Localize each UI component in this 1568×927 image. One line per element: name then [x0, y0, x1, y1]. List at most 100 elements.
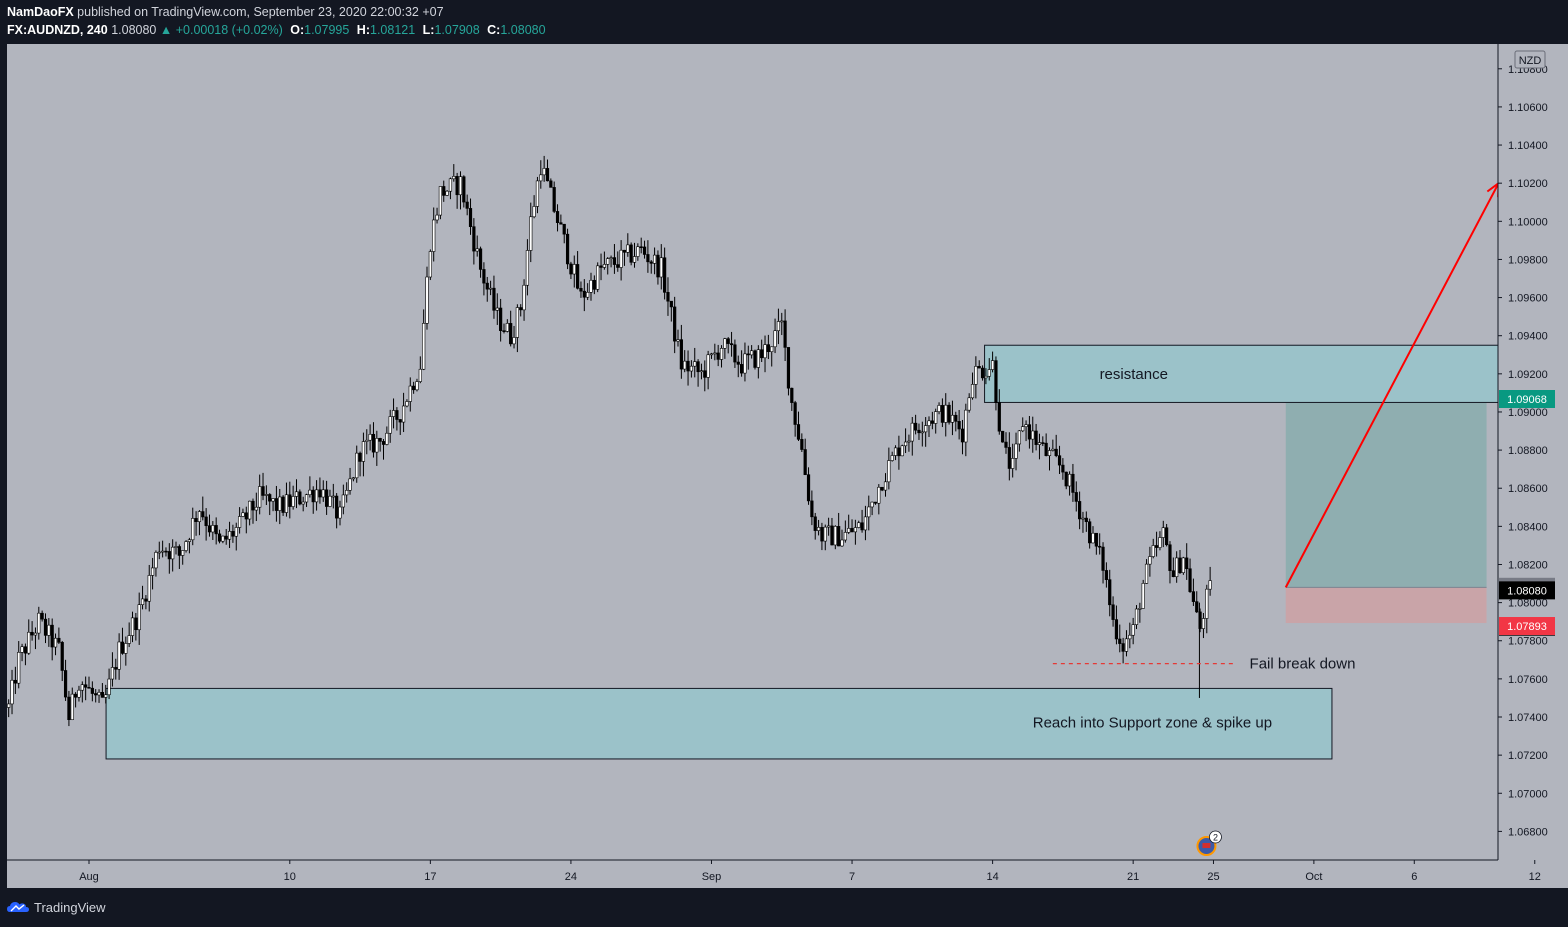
author-name[interactable]: NamDaoFX — [7, 5, 74, 19]
candle[interactable] — [1195, 591, 1199, 614]
candle[interactable] — [341, 484, 345, 515]
candle[interactable] — [709, 352, 714, 359]
candle[interactable] — [920, 421, 924, 447]
candle[interactable] — [331, 483, 335, 509]
candle[interactable] — [693, 347, 697, 378]
price-tag-stop[interactable] — [1499, 617, 1555, 636]
candle[interactable] — [790, 387, 794, 411]
candle[interactable] — [378, 437, 382, 452]
candle[interactable] — [512, 325, 516, 349]
candle[interactable] — [488, 280, 493, 296]
candle[interactable] — [130, 611, 135, 643]
candle[interactable] — [793, 400, 797, 437]
candle[interactable] — [398, 419, 402, 435]
candle[interactable] — [408, 377, 412, 412]
candle[interactable] — [1061, 458, 1065, 480]
candle[interactable] — [940, 398, 944, 428]
candle[interactable] — [927, 416, 931, 438]
candle[interactable] — [238, 507, 242, 534]
candle[interactable] — [214, 517, 218, 545]
candle[interactable] — [1191, 578, 1195, 606]
candle[interactable] — [823, 524, 827, 551]
candle[interactable] — [599, 253, 603, 281]
candle[interactable] — [144, 595, 148, 610]
time-axis[interactable] — [7, 860, 1498, 888]
candle[interactable] — [231, 524, 235, 543]
candle[interactable] — [201, 496, 205, 521]
candle[interactable] — [689, 360, 693, 378]
candle[interactable] — [529, 202, 533, 263]
candle[interactable] — [663, 247, 667, 300]
candle[interactable] — [140, 585, 145, 610]
candle[interactable] — [806, 467, 811, 505]
candle[interactable] — [120, 627, 125, 655]
candle[interactable] — [656, 250, 660, 285]
candle[interactable] — [97, 689, 101, 703]
candle[interactable] — [445, 190, 449, 197]
candle[interactable] — [1047, 447, 1052, 471]
candle[interactable] — [1101, 542, 1105, 584]
candle[interactable] — [699, 363, 704, 380]
candle[interactable] — [301, 496, 305, 512]
candle[interactable] — [954, 411, 958, 432]
candle[interactable] — [729, 331, 734, 357]
candle[interactable] — [104, 684, 108, 704]
candle[interactable] — [1171, 557, 1175, 578]
candle[interactable] — [1165, 523, 1169, 547]
candle[interactable] — [525, 239, 530, 296]
candle[interactable] — [217, 529, 222, 544]
candle[interactable] — [47, 618, 51, 647]
candle[interactable] — [1011, 443, 1015, 478]
candle[interactable] — [110, 652, 115, 687]
candle[interactable] — [893, 445, 898, 461]
candle[interactable] — [1188, 558, 1192, 593]
price-chart[interactable]: Fail break down resistance Reach into Supp… — [0, 44, 1568, 888]
candle[interactable] — [284, 482, 289, 517]
candle[interactable] — [187, 537, 192, 554]
candle[interactable] — [1111, 596, 1115, 627]
candle[interactable] — [80, 681, 84, 703]
candle[interactable] — [843, 520, 847, 543]
candle[interactable] — [328, 489, 332, 508]
candle[interactable] — [947, 402, 951, 425]
candle[interactable] — [325, 480, 329, 515]
candle[interactable] — [211, 521, 215, 540]
candle[interactable] — [582, 279, 586, 312]
candle[interactable] — [810, 490, 814, 526]
candle[interactable] — [418, 356, 422, 384]
candle[interactable] — [264, 485, 268, 506]
candle[interactable] — [314, 480, 319, 511]
candle[interactable] — [351, 477, 355, 482]
candle[interactable] — [274, 485, 279, 522]
candle[interactable] — [873, 501, 878, 505]
candle[interactable] — [766, 334, 770, 360]
candle[interactable] — [572, 255, 576, 288]
candle[interactable] — [649, 260, 653, 274]
candle[interactable] — [60, 640, 64, 682]
candle[interactable] — [900, 444, 904, 457]
candle[interactable] — [405, 399, 409, 408]
candle[interactable] — [813, 512, 817, 540]
candle[interactable] — [579, 281, 583, 298]
candle[interactable] — [100, 683, 104, 698]
candle[interactable] — [67, 690, 71, 727]
candle[interactable] — [532, 195, 536, 219]
candle[interactable] — [1031, 416, 1035, 453]
candle[interactable] — [853, 519, 857, 545]
candle[interactable] — [154, 550, 158, 577]
candle[interactable] — [565, 228, 570, 270]
candle[interactable] — [137, 592, 141, 645]
candle[interactable] — [482, 262, 486, 296]
candle[interactable] — [716, 344, 720, 367]
candle[interactable] — [254, 492, 258, 522]
candle[interactable] — [291, 485, 295, 510]
candle[interactable] — [756, 345, 760, 379]
candle[interactable] — [917, 423, 921, 440]
candle[interactable] — [924, 417, 928, 447]
candle[interactable] — [10, 669, 14, 715]
candle[interactable] — [1138, 602, 1142, 623]
candle[interactable] — [666, 277, 670, 316]
candle[interactable] — [485, 276, 489, 302]
candle[interactable] — [499, 298, 503, 342]
candle[interactable] — [442, 180, 446, 202]
